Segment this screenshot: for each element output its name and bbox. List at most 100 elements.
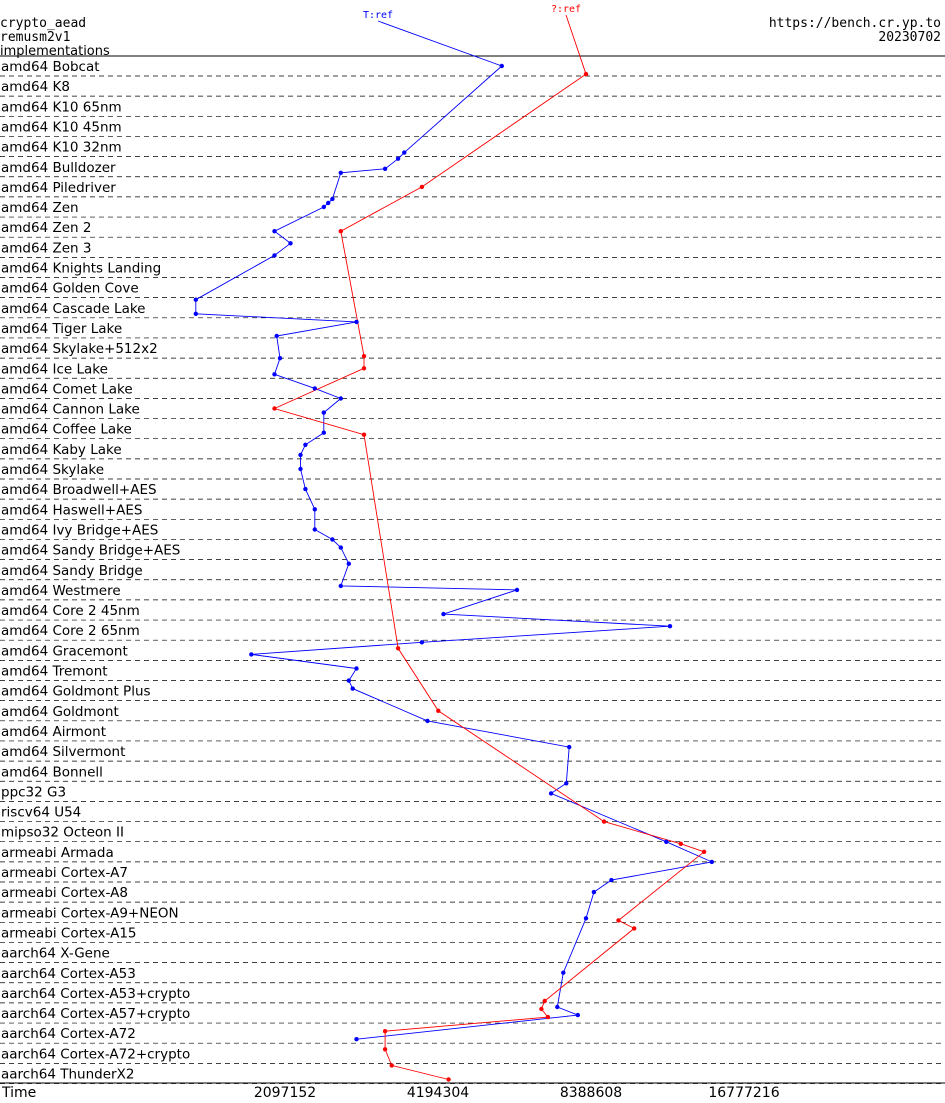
- row-label: amd64 Bonnell: [1, 764, 103, 780]
- row-label: aarch64 X-Gene: [1, 946, 110, 962]
- data-point: [321, 410, 326, 415]
- series-line: [273, 73, 706, 1080]
- row-label: amd64 Cascade Lake: [1, 301, 146, 317]
- row-label: aarch64 ThunderX2: [1, 1067, 134, 1083]
- x-tick-label: 8388608: [560, 1085, 622, 1101]
- row-label: aarch64 Cortex-A72+crypto: [1, 1046, 190, 1062]
- data-point: [499, 63, 504, 69]
- row-label: amd64 K8: [1, 79, 70, 95]
- row-label: amd64 Sandy Bridge: [1, 563, 143, 579]
- row-label: amd64 Knights Landing: [1, 261, 161, 277]
- data-point: [395, 156, 401, 161]
- data-point: [548, 791, 554, 796]
- data-point: [601, 819, 607, 824]
- row-label: amd64 K10 32nm: [1, 140, 122, 156]
- data-point: [555, 1004, 560, 1010]
- data-point: [678, 841, 683, 846]
- row-label: aarch64 Cortex-A53: [1, 966, 136, 982]
- section-label: implementations: [0, 44, 110, 59]
- data-point: [632, 926, 637, 931]
- data-point: [272, 229, 277, 234]
- row-label: amd64 Zen 3: [1, 240, 91, 256]
- x-axis-ticks: 2097152 4194304 8388608 16777216: [254, 1085, 780, 1101]
- data-point: [395, 646, 401, 651]
- data-point: [382, 166, 388, 171]
- x-tick-label: 16777216: [708, 1085, 779, 1101]
- row-label: armeabi Armada: [1, 845, 114, 861]
- series-label-red: ?:ref: [551, 4, 581, 15]
- data-point: [298, 466, 303, 472]
- data-point: [709, 859, 714, 865]
- row-label: mipso32 Octeon II: [1, 825, 124, 841]
- data-point: [338, 396, 343, 401]
- data-point: [330, 196, 335, 202]
- row-label: amd64 Ivy Bridge+AES: [1, 522, 158, 538]
- data-point: [609, 877, 614, 883]
- data-point: [312, 507, 317, 512]
- x-axis-label: Time: [1, 1085, 36, 1101]
- data-point: [274, 333, 279, 339]
- data-point: [330, 537, 335, 542]
- data-point: [338, 170, 343, 175]
- row-label: riscv64 U54: [1, 805, 81, 821]
- row-label: amd64 Haswell+AES: [1, 502, 142, 518]
- row-label: amd64 Piledriver: [1, 180, 116, 196]
- row-label: amd64 K10 65nm: [1, 99, 122, 115]
- x-tick-label: 4194304: [407, 1085, 469, 1101]
- data-point: [382, 1029, 388, 1034]
- row-label: amd64 Core 2 65nm: [1, 623, 140, 639]
- row-label: amd64 Goldmont Plus: [1, 684, 151, 700]
- site-url: https://bench.cr.yp.to: [769, 16, 941, 31]
- data-point: [193, 297, 198, 302]
- report-date: 20230702: [878, 30, 941, 45]
- series-line: [195, 65, 714, 1040]
- x-tick-label: 2097152: [254, 1085, 316, 1101]
- data-point: [326, 200, 331, 206]
- row-label: armeabi Cortex-A8: [1, 885, 128, 901]
- data-point: [321, 430, 326, 435]
- row-label: amd64 Bobcat: [1, 59, 100, 75]
- row-label: amd64 Tiger Lake: [1, 321, 122, 337]
- row-label: amd64 Ice Lake: [1, 361, 108, 377]
- row-label: amd64 Comet Lake: [1, 381, 133, 397]
- data-point: [288, 241, 293, 246]
- data-point: [514, 587, 520, 593]
- primitive-label: crypto_aead: [0, 16, 86, 31]
- data-point: [545, 1014, 551, 1020]
- row-label: amd64 Airmont: [1, 724, 106, 740]
- data-point: [321, 204, 326, 210]
- row-label: amd64 Zen 2: [1, 220, 91, 236]
- row-label: armeabi Cortex-A9+NEON: [1, 905, 179, 921]
- row-label: amd64 K10 45nm: [1, 119, 122, 135]
- data-point: [591, 889, 597, 895]
- data-point: [346, 678, 351, 683]
- row-label: amd64 Goldmont: [1, 704, 119, 720]
- row-labels: amd64 Bobcat amd64 K8 amd64 K10 65nm amd64 …: [1, 59, 190, 1083]
- data-point: [354, 1037, 359, 1042]
- data-point: [338, 229, 343, 234]
- series-label-leader: [565, 14, 587, 75]
- series-lines: [195, 14, 714, 1080]
- data-point: [303, 486, 308, 492]
- data-point: [312, 527, 317, 532]
- row-label: amd64 Gracemont: [1, 643, 128, 659]
- data-point: [561, 970, 566, 975]
- series-label-blue: T:ref: [363, 10, 393, 21]
- data-point: [272, 253, 277, 258]
- data-point: [312, 386, 317, 391]
- algorithm-label: remusm2v1: [0, 30, 70, 45]
- data-point: [664, 839, 669, 844]
- row-label: amd64 Tremont: [1, 664, 108, 680]
- row-label: amd64 Skylake+512x2: [1, 341, 158, 357]
- data-point: [402, 150, 407, 155]
- data-point: [436, 708, 441, 713]
- data-point: [542, 998, 547, 1004]
- data-point: [446, 1077, 451, 1082]
- data-point: [583, 916, 589, 921]
- row-label: amd64 Skylake: [1, 462, 104, 478]
- data-point: [354, 666, 359, 671]
- row-label: amd64 Bulldozer: [1, 160, 116, 176]
- row-label: armeabi Cortex-A15: [1, 925, 137, 941]
- row-label: amd64 Coffee Lake: [1, 422, 132, 438]
